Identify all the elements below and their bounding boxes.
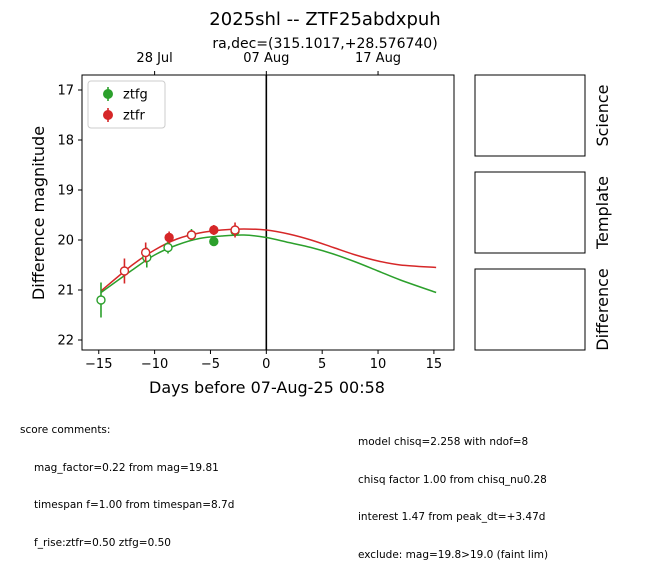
data-point-ztfg: [163, 242, 173, 253]
data-point-ztfr: [119, 266, 130, 276]
image-panels: Science Template Difference: [474, 74, 612, 351]
model-comment-line: chisq factor 1.00 from chisq_nu0.28: [358, 473, 547, 486]
x-axis-label: Days before 07-Aug-25 00:58: [149, 378, 385, 397]
model-curve-ztfg: [100, 234, 437, 294]
legend-label: ztfg: [123, 88, 148, 103]
y-tick-label: 19: [57, 184, 74, 199]
model-curve-ztfr: [100, 228, 437, 292]
top-tick-label: 17 Aug: [355, 51, 401, 66]
x-tick-label: −15: [85, 357, 112, 372]
y-tick-label: 21: [57, 284, 74, 299]
panel-label-template: Template: [593, 176, 612, 250]
score-comment-line: f_rise:ztfr=0.50 ztfg=0.50: [34, 536, 171, 549]
x-tick-label: 5: [318, 357, 326, 372]
figure: 2025shl -- ZTF25abdxpuh ra,dec=(315.1017…: [29, 9, 612, 397]
panel-template: [474, 171, 586, 254]
data-point-ztfr: [230, 225, 240, 235]
data-point-ztfr: [164, 232, 174, 243]
data-point-ztfr: [209, 225, 219, 235]
y-axis-label: Difference magnitude: [29, 126, 48, 300]
score-comment-line: mag_factor=0.22 from mag=19.81: [34, 461, 219, 474]
y-tick-label: 17: [57, 84, 74, 99]
legend-label: ztfr: [123, 109, 145, 124]
legend: ztfg ztfr: [87, 80, 166, 129]
panel-label-science: Science: [593, 84, 612, 146]
x-tick-label: 0: [262, 357, 270, 372]
legend-marker: [103, 110, 113, 120]
legend-marker: [103, 89, 113, 99]
score-comment-line: timespan f=1.00 from timespan=8.7d: [34, 499, 235, 511]
data-point-ztfr: [186, 230, 197, 240]
x-tick-label: 10: [370, 357, 387, 372]
data-point-ztfg: [96, 295, 106, 305]
top-tick-label: 28 Jul: [136, 51, 172, 66]
y-tick-label: 20: [57, 234, 74, 249]
axes-frame: [81, 74, 455, 351]
model-comment-line: interest 1.47 from peak_dt=+3.47d: [358, 511, 546, 523]
panel-label-difference: Difference: [593, 268, 612, 350]
x-tick-label: −5: [201, 357, 220, 372]
y-tick-label: 18: [57, 134, 74, 149]
data-point-ztfr: [140, 247, 151, 258]
x-tick-label: −10: [141, 357, 168, 372]
panel-difference: [474, 268, 586, 351]
score-comments: score comments: mag_factor=0.22 from mag…: [20, 399, 234, 562]
top-tick-label: 07 Aug: [243, 51, 289, 66]
model-comment-line: model chisq=2.258 with ndof=8: [358, 436, 529, 448]
panel-science: [474, 74, 586, 157]
model-comments: model chisq=2.258 with ndof=8 chisq fact…: [358, 411, 548, 574]
model-comment-line: exclude: mag=19.8>19.0 (faint lim): [358, 548, 549, 561]
x-tick-label: 15: [426, 357, 443, 372]
chart-title: 2025shl -- ZTF25abdxpuh: [209, 9, 440, 30]
score-comments-heading: score comments:: [20, 424, 111, 436]
y-tick-label: 22: [57, 334, 74, 349]
chart-subtitle: ra,dec=(315.1017,+28.576740): [212, 36, 437, 52]
data-point-ztfg: [209, 236, 219, 247]
plot-area: −15 −10 −5 0 5 10 15 17 18 19 20 21 22 28 Jul 07 Aug 17…: [57, 51, 455, 372]
